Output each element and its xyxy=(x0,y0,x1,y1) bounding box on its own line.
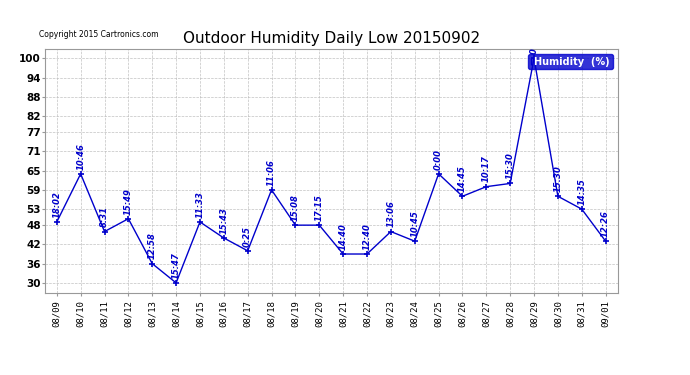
Text: 11:06: 11:06 xyxy=(267,159,276,186)
Text: 15:47: 15:47 xyxy=(172,252,181,279)
Text: 14:45: 14:45 xyxy=(458,165,467,192)
Text: 12:58: 12:58 xyxy=(148,232,157,260)
Text: 15:30: 15:30 xyxy=(506,152,515,179)
Text: 14:35: 14:35 xyxy=(578,178,586,205)
Text: 15:49: 15:49 xyxy=(124,188,133,214)
Text: 13:06: 13:06 xyxy=(386,201,395,227)
Text: 17:15: 17:15 xyxy=(315,194,324,221)
Text: 10:46: 10:46 xyxy=(76,143,85,170)
Text: 12:40: 12:40 xyxy=(362,223,371,250)
Text: 14:40: 14:40 xyxy=(339,223,348,250)
Text: 10:45: 10:45 xyxy=(411,210,420,237)
Text: 11:33: 11:33 xyxy=(195,191,204,218)
Text: 15:43: 15:43 xyxy=(219,207,228,234)
Text: 0:00: 0:00 xyxy=(434,148,443,170)
Text: 8:31: 8:31 xyxy=(100,206,109,227)
Text: 18:02: 18:02 xyxy=(52,191,61,218)
Text: 15:08: 15:08 xyxy=(291,194,300,221)
Title: Outdoor Humidity Daily Low 20150902: Outdoor Humidity Daily Low 20150902 xyxy=(183,31,480,46)
Text: 12:26: 12:26 xyxy=(601,210,610,237)
Text: 0: 0 xyxy=(529,48,538,54)
Text: Copyright 2015 Cartronics.com: Copyright 2015 Cartronics.com xyxy=(39,30,159,39)
Text: 10:17: 10:17 xyxy=(482,156,491,183)
Text: 0:25: 0:25 xyxy=(243,226,252,247)
Text: 15:30: 15:30 xyxy=(553,165,562,192)
Legend: Humidity  (%): Humidity (%) xyxy=(529,54,613,69)
